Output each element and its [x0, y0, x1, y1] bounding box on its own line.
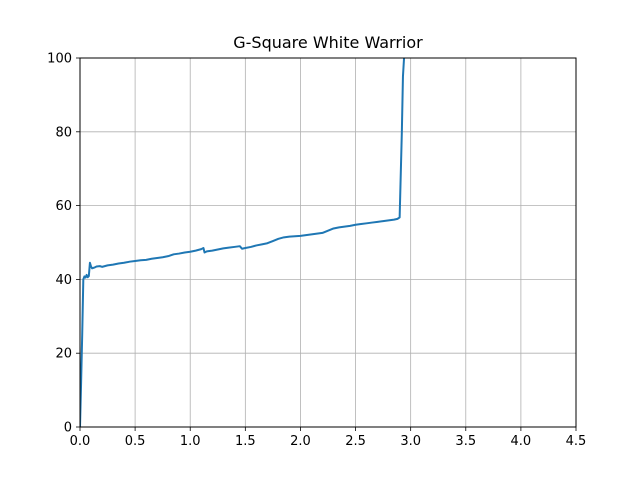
y-tick-label: 0 [64, 421, 72, 436]
series-layer [80, 58, 406, 427]
y-tick-label: 40 [55, 273, 72, 288]
y-tick-label: 80 [55, 125, 72, 140]
x-tick-label: 3.0 [400, 434, 421, 449]
plot-area-frame [79, 57, 577, 428]
axis-ticks: 0.0 0.5 1.0 1.5 2.0 2.5 3.0 3.5 4.0 4.5 0 20 40 60 80 1… [47, 52, 586, 450]
y-tick-label: 60 [55, 199, 72, 214]
x-tick-label: 2.5 [345, 434, 366, 449]
x-tick-label: 4.0 [511, 434, 532, 449]
y-tick-label: 20 [55, 347, 72, 362]
x-tick-label: 3.5 [455, 434, 476, 449]
x-tick-label: 0.0 [70, 434, 91, 449]
y-tick-label: 100 [47, 52, 72, 67]
x-tick-label: 1.5 [235, 434, 256, 449]
x-tick-label: 1.0 [180, 434, 201, 449]
x-tick-label: 0.5 [125, 434, 146, 449]
chart-title: G-Square White Warrior [233, 33, 423, 52]
series-line-0 [80, 58, 406, 427]
x-tick-label: 2.0 [290, 434, 311, 449]
x-tick-label: 4.5 [566, 434, 587, 449]
